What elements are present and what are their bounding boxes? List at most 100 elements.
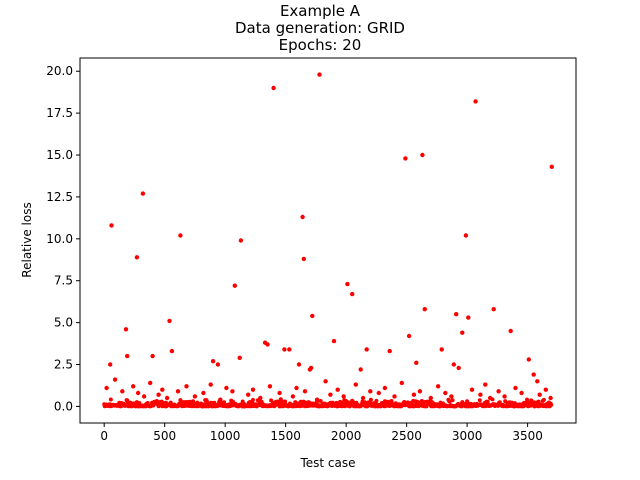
data-point [175, 389, 181, 394]
data-point [460, 330, 465, 335]
data-point [399, 380, 404, 386]
data-point [535, 379, 540, 384]
data-point [335, 387, 340, 392]
data-point [294, 385, 299, 391]
x-tick-label: 3500 [512, 429, 543, 443]
data-point [224, 385, 229, 391]
data-point [218, 397, 223, 402]
data-point [360, 395, 366, 401]
data-point [519, 390, 524, 396]
data-point [267, 384, 273, 389]
data-point [293, 400, 298, 405]
data-point [109, 223, 114, 228]
data-point [178, 398, 183, 403]
data-point [491, 307, 496, 312]
data-point [392, 394, 397, 399]
data-point [525, 397, 529, 402]
data-point [210, 359, 216, 364]
x-tick-label: 500 [153, 429, 176, 443]
data-point [156, 392, 161, 397]
data-point [120, 389, 125, 394]
data-point [265, 342, 270, 347]
data-point [251, 397, 255, 402]
data-point [192, 394, 198, 399]
data-point [414, 360, 419, 365]
data-point [287, 347, 292, 352]
data-point [469, 387, 475, 392]
chart-title: Example A Data generation: GRID Epochs: … [235, 2, 405, 54]
data-point [282, 347, 287, 352]
data-point [350, 291, 355, 297]
data-point [331, 338, 337, 344]
data-point [406, 333, 412, 339]
data-point [230, 389, 235, 394]
y-tick-label: 20.0 [46, 64, 73, 78]
data-point [449, 394, 454, 399]
data-point [389, 399, 394, 403]
data-point [485, 399, 490, 404]
data-point [451, 362, 456, 367]
data-point [531, 372, 536, 377]
data-point [301, 256, 306, 262]
x-tick-label: 1500 [270, 429, 301, 443]
y-tick-label: 12.5 [46, 190, 73, 204]
data-point [328, 392, 333, 397]
data-point [258, 395, 263, 401]
data-point [345, 281, 350, 287]
data-point [478, 392, 483, 397]
x-tick-label: 0 [100, 429, 108, 443]
x-tick-label: 2000 [331, 429, 362, 443]
title-line-2: Data generation: GRID [235, 19, 405, 37]
data-point [150, 353, 155, 359]
data-point [108, 397, 113, 402]
y-tick-label: 5.0 [54, 316, 73, 330]
data-point [134, 255, 140, 260]
data-point [382, 385, 388, 391]
data-point [487, 395, 493, 401]
data-point [317, 72, 322, 77]
data-point [112, 377, 118, 382]
data-point [358, 367, 363, 372]
data-point [473, 99, 478, 104]
data-point [208, 382, 213, 387]
data-point [164, 395, 170, 401]
data-point [417, 389, 423, 394]
data-point [422, 307, 427, 312]
data-point [277, 390, 282, 396]
y-tick-label: 10.0 [46, 232, 73, 246]
data-point [428, 395, 433, 401]
dense-points-band [102, 397, 554, 409]
y-tick-label: 7.5 [54, 274, 73, 288]
data-point [141, 394, 147, 399]
data-point [477, 398, 482, 403]
data-point [541, 397, 546, 402]
data-point [368, 389, 373, 394]
y-tick-label: 2.5 [54, 358, 73, 372]
data-point [513, 385, 518, 391]
data-point [341, 394, 346, 399]
data-point [125, 353, 130, 359]
data-point [447, 399, 452, 404]
y-tick-label: 15.0 [46, 148, 73, 162]
data-point [212, 400, 217, 405]
data-point [549, 164, 554, 169]
data-point [318, 399, 323, 403]
plot-frame [79, 57, 577, 424]
data-point [508, 328, 513, 334]
data-point [463, 233, 469, 238]
x-tick-label: 1000 [210, 429, 241, 443]
data-point [466, 315, 471, 320]
x-tick-label: 3000 [452, 429, 483, 443]
data-point [403, 156, 408, 161]
data-point [314, 397, 320, 402]
data-point [439, 347, 444, 352]
data-point [283, 399, 288, 404]
data-point [450, 398, 455, 403]
data-point [526, 357, 531, 362]
data-point [456, 365, 461, 371]
data-points [104, 72, 554, 402]
data-point [277, 400, 281, 405]
data-point [148, 380, 153, 386]
data-point [543, 387, 548, 392]
data-point [496, 389, 501, 394]
